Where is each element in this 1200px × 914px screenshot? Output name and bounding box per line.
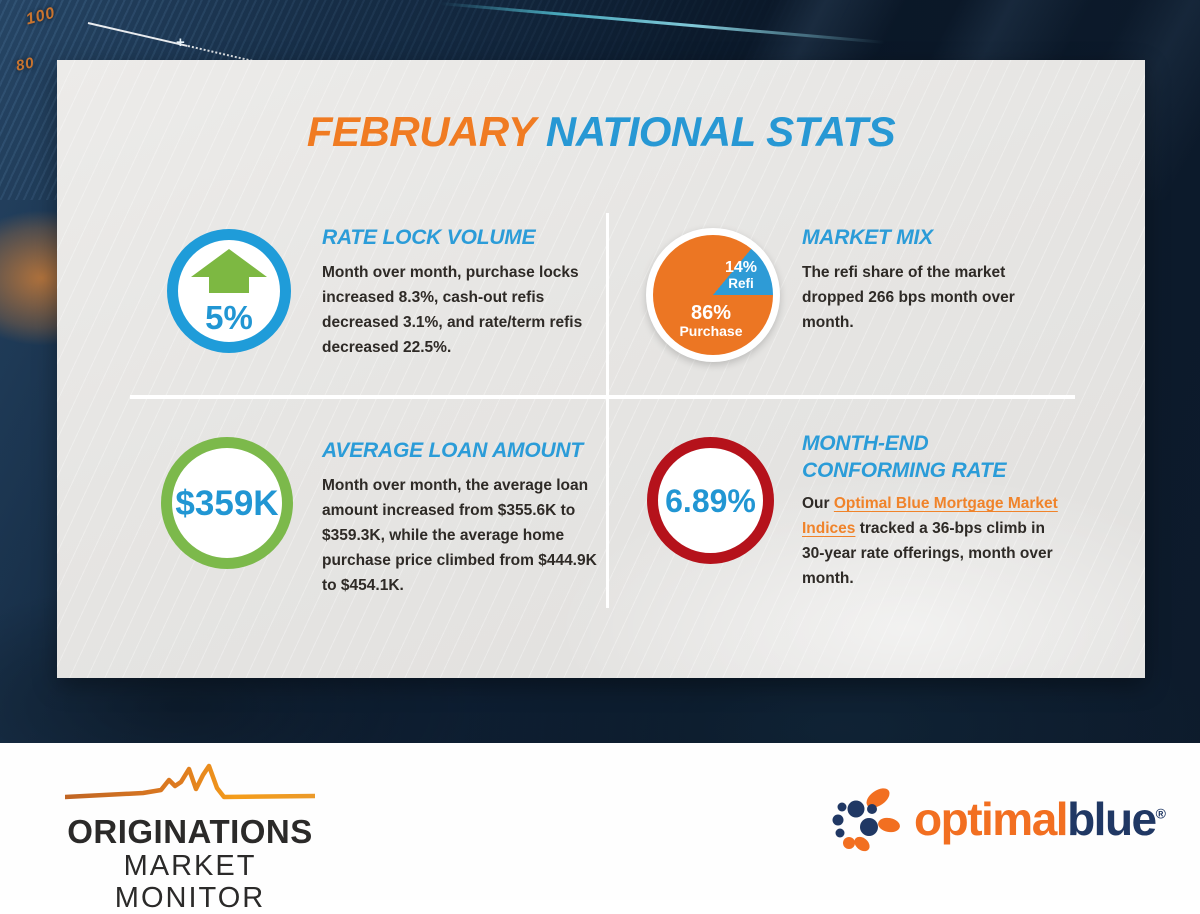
omm-logo-line1: ORIGINATIONS <box>67 813 313 850</box>
purchase-label: Purchase <box>679 323 743 339</box>
optimal-blue-logo: optimalblue® <box>828 783 1166 855</box>
avg-loan-heading: AVERAGE LOAN AMOUNT <box>322 439 584 462</box>
bg-crosshair-marker: + <box>176 34 185 51</box>
title-month: FEBRUARY <box>306 108 535 155</box>
description-suffix: tracked a 36-bps climb in 30-year rate o… <box>802 520 1053 587</box>
divider-horizontal <box>130 395 1075 399</box>
description-prefix: Our <box>802 495 834 512</box>
up-arrow-icon <box>191 248 267 293</box>
footer: ORIGINATIONS MARKET MONITOR optimalblue® <box>0 743 1200 914</box>
refi-percent: 14% <box>724 259 758 276</box>
rate-lock-heading: RATE LOCK VOLUME <box>322 226 536 249</box>
avg-loan-section: AVERAGE LOAN AMOUNT Month over month, th… <box>322 437 604 598</box>
title-rest: NATIONAL STATS <box>534 108 896 155</box>
optimal-blue-wordmark: optimalblue® <box>914 792 1166 846</box>
wordmark-optimal: optimal <box>914 793 1069 845</box>
page-title: FEBRUARY NATIONAL STATS <box>57 108 1145 156</box>
pie-label-purchase: 86% Purchase <box>663 303 759 339</box>
avg-loan-stat: $359K <box>175 483 279 523</box>
divider-vertical <box>606 213 609 608</box>
rate-lock-section: RATE LOCK VOLUME Month over month, purch… <box>322 224 586 360</box>
stats-card: FEBRUARY NATIONAL STATS <box>57 60 1145 678</box>
rate-lock-description: Month over month, purchase locks increas… <box>322 264 583 356</box>
market-mix-pie-disc: 14% Refi 86% Purchase <box>646 228 780 362</box>
market-mix-section: MARKET MIX The refi share of the market … <box>802 224 1044 335</box>
conforming-rate-circle-badge: 6.89% <box>647 437 774 564</box>
wordmark-blue: blue <box>1067 793 1157 845</box>
market-mix-description: The refi share of the market dropped 266… <box>802 264 1015 331</box>
originations-market-monitor-logo: ORIGINATIONS MARKET MONITOR <box>62 763 318 914</box>
conforming-rate-heading: MONTH-END CONFORMING RATE <box>802 432 1007 482</box>
refi-label: Refi <box>728 275 754 291</box>
conforming-rate-section: MONTH-END CONFORMING RATE Our Optimal Bl… <box>802 430 1068 591</box>
rate-lock-stat: 5% <box>205 298 253 336</box>
conforming-rate-stat: 6.89% <box>665 482 756 519</box>
market-mix-pie: 14% Refi 86% Purchase <box>653 235 773 355</box>
avg-loan-description: Month over month, the average loan amoun… <box>322 477 597 594</box>
registered-mark: ® <box>1155 805 1166 822</box>
purchase-percent: 86% <box>690 302 732 324</box>
optimal-blue-logo-mark-icon <box>832 788 900 852</box>
omm-logo-line2: MARKET MONITOR <box>114 850 266 914</box>
mountain-chart-icon <box>62 763 318 800</box>
market-mix-heading: MARKET MIX <box>802 226 933 249</box>
rate-lock-circle-badge: 5% <box>167 229 291 353</box>
mortgage-indices-link[interactable]: Optimal Blue Mortgage Market Indices <box>802 495 1058 537</box>
avg-loan-circle-badge: $359K <box>161 437 293 569</box>
pie-label-refi: 14% Refi <box>709 259 773 291</box>
conforming-rate-description: Our Optimal Blue Mortgage Market Indices… <box>802 491 1068 591</box>
